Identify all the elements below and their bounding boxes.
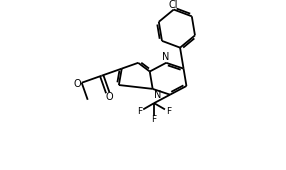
- Text: O: O: [106, 92, 113, 102]
- Text: Cl: Cl: [168, 0, 178, 10]
- Text: O: O: [73, 79, 81, 89]
- Text: N: N: [154, 90, 161, 100]
- Text: F: F: [166, 107, 171, 116]
- Text: F: F: [137, 107, 142, 116]
- Text: N: N: [162, 52, 170, 62]
- Text: F: F: [152, 115, 157, 124]
